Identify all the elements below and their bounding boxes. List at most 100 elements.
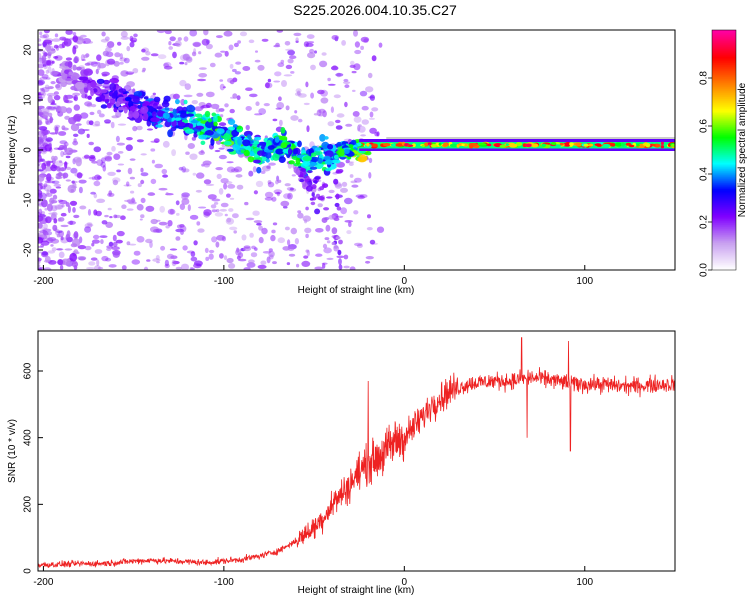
spectrogram-noise-blob [260, 170, 266, 174]
spectrogram-noise-blob [57, 259, 64, 266]
spectrogram-noise-blob [193, 240, 198, 246]
spectrogram-noise-blob [156, 30, 166, 34]
spectrogram-noise-blob [129, 176, 135, 180]
spectrogram-noise-blob [124, 199, 132, 203]
spectrogram-noise-blob [284, 41, 291, 46]
colorbar-swatch [712, 54, 736, 57]
spectrogram-band-blob [140, 106, 149, 114]
colorbar-ticks: 0.0 0.2 0.4 0.6 0.8 [699, 71, 712, 277]
spectrogram-noise-blob [261, 38, 269, 42]
spectrogram-band-blob [317, 196, 325, 201]
spectrogram-noise-blob [167, 220, 173, 227]
spectrogram-noise-blob [239, 31, 248, 37]
spectrogram-noise-blob [232, 68, 237, 73]
spectrogram-noise-blob [107, 171, 116, 176]
spectrogram-noise-blob [272, 118, 278, 122]
spectrogram-noise-blob [43, 267, 52, 270]
spectrogram-band-blob [143, 96, 149, 100]
spectrogram-noise-blob [223, 181, 233, 185]
spectrogram-noise-blob [174, 40, 182, 47]
colorbar-swatch [712, 104, 736, 107]
spectrogram-band-blob [78, 76, 89, 81]
spectrogram-noise-blob [112, 241, 118, 247]
spectrogram-band-blob [167, 129, 174, 138]
spectrogram-noise-blob [307, 52, 316, 59]
spectrogram-band-blob [124, 96, 132, 102]
spectrogram-noise-blob [241, 234, 247, 241]
spectrogram-band-blob [247, 156, 255, 163]
spectrogram-noise-blob [186, 250, 195, 254]
spectrogram-noise-blob [198, 73, 208, 78]
colorbar-swatch [712, 98, 736, 101]
snr-y-ticks: 0 200 400 600 [23, 362, 43, 574]
spectrogram-band-blob [317, 157, 323, 164]
spectrogram-noise-blob [87, 223, 94, 227]
spectrogram-band-blob [295, 157, 301, 165]
colorbar-swatch [712, 158, 736, 161]
spectrogram-noise-blob [245, 106, 252, 111]
spectrogram-noise-blob [72, 32, 77, 36]
spectrogram-noise-blob [310, 64, 316, 71]
spectrogram-marks [38, 30, 675, 270]
spectrogram-band-blob [311, 192, 315, 197]
spectrogram-carrier-blob [602, 143, 611, 148]
spectrogram-noise-blob [225, 217, 235, 225]
snr-y-tick-label: 200 [23, 496, 34, 513]
spectrogram-noise-blob [78, 256, 86, 261]
spectrogram-noise-blob [261, 227, 268, 235]
spectrogram-noise-blob [218, 154, 227, 160]
colorbar-swatch [712, 88, 736, 91]
spectrogram-noise-blob [53, 218, 58, 224]
colorbar-swatch [712, 248, 736, 251]
spectrogram-band-blob [280, 142, 288, 149]
spectrogram-band-blob [177, 121, 186, 127]
spectrogram-noise-blob [38, 233, 44, 238]
spectrogram-noise-blob [100, 239, 104, 245]
spectrogram-noise-blob [97, 109, 102, 115]
spectrogram-carrier-blob [671, 143, 675, 148]
colorbar-swatch [712, 84, 736, 87]
spectrogram-noise-blob [253, 190, 258, 195]
spectrogram-noise-blob [343, 81, 351, 84]
spectrogram-band-blob [129, 105, 136, 112]
spectrogram-noise-blob [86, 222, 93, 226]
spectrogram-noise-blob [117, 41, 122, 46]
spectrogram-noise-blob [369, 239, 376, 245]
spectrogram-band-blob [190, 120, 199, 124]
spectrogram-band-blob [61, 72, 68, 80]
spectrogram-band-blob [164, 107, 170, 111]
spectrogram-noise-blob [113, 60, 120, 67]
spectrogram-y-tick-label: -20 [23, 242, 34, 257]
spectrogram-noise-blob [47, 112, 53, 118]
spectrogram-noise-blob [104, 156, 112, 162]
colorbar-swatch [712, 46, 736, 49]
spectrogram-noise-blob [236, 184, 244, 190]
spectrogram-band-blob [323, 207, 330, 211]
spectrogram-band-blob [194, 113, 203, 118]
colorbar-swatch [712, 78, 736, 81]
spectrogram-noise-blob [102, 165, 107, 172]
spectrogram-noise-blob [80, 112, 89, 119]
spectrogram-noise-blob [83, 54, 89, 59]
colorbar-swatch [712, 206, 736, 209]
spectrogram-noise-blob [84, 101, 93, 107]
spectrogram-noise-blob [125, 137, 133, 141]
spectrogram-band-blob [257, 150, 265, 156]
spectrogram-x-axis-label: Height of straight line (km) [298, 285, 415, 296]
spectrogram-noise-blob [293, 32, 302, 37]
spectrogram-band-blob [132, 95, 140, 104]
spectrogram-noise-blob [254, 247, 258, 251]
spectrogram-noise-blob [214, 52, 223, 58]
colorbar-swatch [712, 138, 736, 141]
spectrogram-noise-blob [38, 192, 42, 198]
spectrogram-noise-blob [180, 230, 184, 235]
spectrogram-noise-blob [90, 61, 98, 67]
colorbar-swatch [712, 192, 736, 195]
spectrogram-noise-blob [95, 68, 99, 75]
spectrogram-noise-blob [50, 70, 60, 77]
spectrogram-band-blob [71, 80, 77, 84]
spectrogram-noise-blob [367, 214, 371, 219]
spectrogram-noise-blob [50, 164, 58, 172]
spectrogram-noise-blob [136, 125, 143, 131]
spectrogram-noise-blob [263, 103, 270, 107]
